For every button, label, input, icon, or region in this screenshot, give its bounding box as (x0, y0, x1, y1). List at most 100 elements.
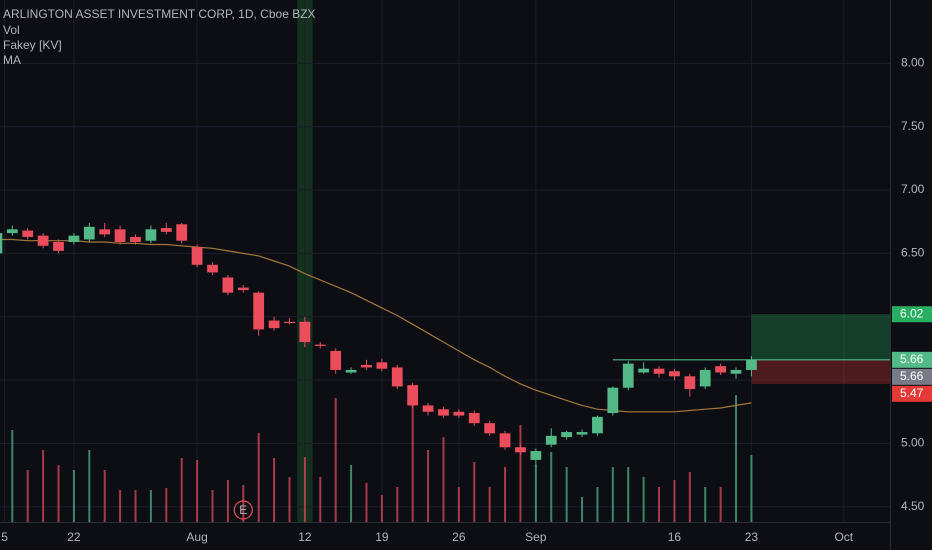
candle-body (176, 224, 188, 241)
candle-body (284, 321, 295, 324)
candle-body (453, 411, 465, 416)
target-zone (751, 314, 890, 360)
x-tick-label: Aug (186, 530, 207, 544)
volume-bar (319, 477, 322, 522)
volume-bar (427, 450, 430, 522)
x-tick-label: 19 (375, 530, 389, 544)
volume-bar (57, 465, 60, 522)
candle-body (561, 432, 573, 438)
candle-body (22, 230, 34, 237)
volume-bar (473, 462, 476, 522)
volume-bar (719, 487, 722, 522)
candle-body (237, 287, 249, 291)
x-tick-label: 16 (668, 530, 682, 544)
volume-bar (735, 395, 738, 522)
candle-body (592, 416, 603, 434)
candle-body (314, 344, 326, 346)
volume-bar (488, 487, 491, 522)
price-label-box (892, 385, 932, 402)
volume-bar (673, 480, 676, 522)
volume-bar (704, 487, 707, 522)
candle-body (268, 320, 280, 329)
volume-bar (149, 490, 152, 522)
volume-bar (273, 458, 276, 522)
candle-body (83, 226, 95, 240)
price-label: 6.02 (900, 306, 924, 320)
volume-bar (688, 472, 691, 522)
volume-bar (26, 470, 29, 522)
x-tick-label: 22 (67, 530, 81, 544)
legend-entry: MA (3, 53, 21, 67)
x-tick-label: 5 (1, 530, 8, 544)
price-label-box (892, 351, 932, 368)
volume-bar (750, 455, 753, 522)
candle-body (207, 264, 218, 273)
volume-bar (411, 405, 414, 522)
volume-bar (334, 398, 337, 522)
candle-body (422, 405, 434, 412)
volume-bar (165, 488, 168, 522)
candle-body (530, 451, 542, 460)
candle-body (330, 350, 342, 370)
candle-body (499, 433, 511, 448)
candle-body (730, 369, 742, 374)
y-tick-label: 5.00 (901, 436, 925, 450)
candle-body (653, 368, 665, 374)
candle-body (0, 233, 3, 254)
candle-body (545, 435, 557, 445)
candle-body (622, 363, 634, 388)
candle-body (576, 432, 588, 435)
candle-body (715, 366, 727, 373)
candle-body (669, 371, 680, 377)
candle-body (746, 359, 757, 370)
volume-bar (119, 490, 122, 522)
candle-body (638, 368, 650, 373)
volume-bar (642, 477, 645, 522)
price-label-box (892, 368, 932, 385)
candle-body (253, 292, 265, 330)
y-tick-label: 8.00 (901, 56, 925, 70)
volume-bar (611, 467, 614, 522)
candle-body (699, 369, 711, 387)
volume-bar (519, 425, 522, 522)
candle-body (99, 229, 111, 235)
candle-body (299, 321, 311, 343)
plot-area (0, 0, 890, 522)
volume-bar (365, 483, 368, 522)
volume-bar (534, 465, 537, 522)
candle-body (345, 369, 357, 373)
stop-zone (751, 359, 890, 384)
volume-bar (196, 460, 199, 522)
candle-body (391, 367, 403, 387)
ma-line (0, 238, 752, 413)
volume-bar (134, 490, 137, 522)
volume-bar (380, 495, 383, 522)
volume-bar (211, 490, 214, 522)
price-label: 5.47 (900, 386, 924, 400)
candle-body (6, 229, 18, 234)
volume-bar (504, 467, 507, 522)
candle-body (191, 247, 203, 265)
candle-body (684, 376, 696, 389)
price-label: 5.66 (900, 369, 924, 383)
candle-body (68, 235, 80, 242)
x-tick-label: Sep (525, 530, 547, 544)
volume-bar (350, 465, 353, 522)
volume-bar (103, 470, 106, 522)
volume-bar (72, 470, 75, 522)
price-label-box (892, 306, 932, 323)
volume-bar (88, 450, 91, 522)
candle-body (361, 364, 372, 368)
volume-bar (11, 430, 14, 522)
candle-body (407, 385, 419, 406)
candle-body (484, 423, 496, 434)
volume-bar (180, 458, 183, 522)
volume-bar (627, 467, 630, 522)
y-tick-label: 6.50 (901, 246, 925, 260)
candle-body (53, 241, 64, 251)
volume-bar (581, 497, 584, 522)
volume-bar (42, 450, 45, 522)
candle-body (145, 229, 157, 241)
